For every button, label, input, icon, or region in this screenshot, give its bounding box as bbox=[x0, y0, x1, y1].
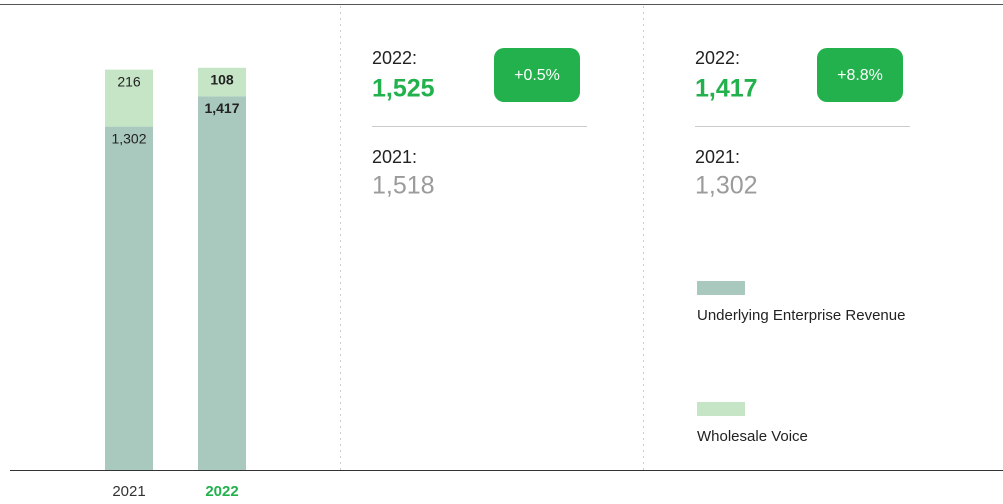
change-badge-text: +8.8% bbox=[837, 67, 883, 84]
value-label: 216 bbox=[117, 73, 141, 89]
panel-current-label: 2022: bbox=[372, 48, 417, 68]
panel-current-value: 1,417 bbox=[695, 75, 758, 103]
bar-segment bbox=[198, 67, 246, 97]
change-badge bbox=[817, 48, 903, 102]
value-label: 1,302 bbox=[111, 130, 146, 146]
panel-previous-value: 1,302 bbox=[695, 172, 758, 200]
value-label: 1,417 bbox=[204, 100, 239, 116]
legend-swatch bbox=[697, 281, 745, 295]
change-badge-text: +0.5% bbox=[514, 67, 560, 84]
x-tick-label: 2021 bbox=[112, 483, 145, 500]
panel-previous-label: 2021: bbox=[695, 147, 740, 167]
x-tick-label: 2022 bbox=[205, 483, 238, 500]
change-badge bbox=[494, 48, 580, 102]
panel-previous-label: 2021: bbox=[372, 147, 417, 167]
panel-previous-value: 1,518 bbox=[372, 172, 435, 200]
bar-segment bbox=[105, 69, 153, 127]
panel-current-label: 2022: bbox=[695, 48, 740, 68]
legend-label: Underlying Enterprise Revenue bbox=[697, 307, 906, 324]
legend-swatch bbox=[697, 402, 745, 416]
bar-segment bbox=[105, 126, 153, 470]
panel-current-value: 1,525 bbox=[372, 75, 435, 103]
value-label: 108 bbox=[210, 71, 234, 87]
legend-label: Wholesale Voice bbox=[697, 428, 808, 445]
bar-segment bbox=[198, 96, 246, 471]
